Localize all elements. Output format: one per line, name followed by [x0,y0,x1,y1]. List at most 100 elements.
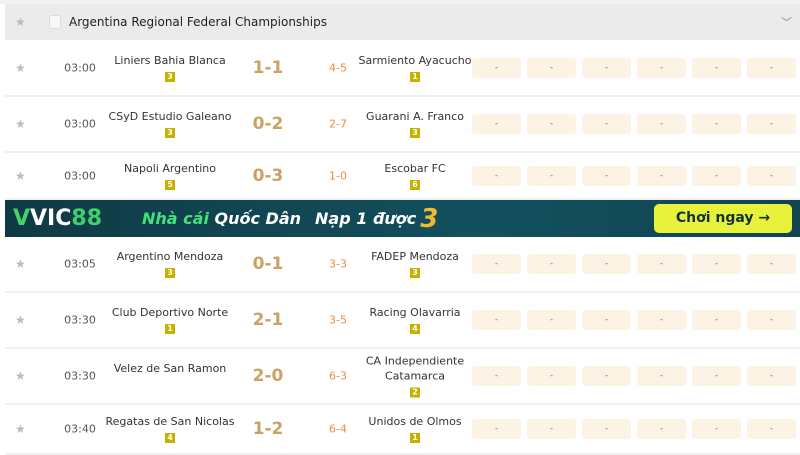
away-team-badge: 3 [410,268,420,278]
odds-cell[interactable]: - [582,366,631,386]
odds-cell[interactable]: - [692,366,741,386]
odds-cell[interactable]: - [472,310,521,330]
away-team[interactable]: Racing Olavarria 4 [350,305,480,335]
match-row[interactable]: ★ 03:05 Argentino Mendoza 3 0-1 3-3 FADEP… [5,237,800,293]
star-icon[interactable]: ★ [15,117,26,131]
home-team-badge: 3 [165,71,175,82]
league-header[interactable]: ★ Argentina Regional Federal Championshi… [5,4,800,40]
home-team[interactable]: Regatas de San Nicolas 4 [105,414,235,444]
odds-cell[interactable]: - [472,114,521,134]
away-team[interactable]: Escobar FC 6 [350,161,480,191]
corner-score: 6-3 [329,369,347,383]
odds-cell[interactable]: - [472,366,521,386]
odds-cell[interactable]: - [637,310,686,330]
odds-cell[interactable]: - [637,419,686,439]
match-row[interactable]: ★ 03:30 Club Deportivo Norte 1 2-1 3-5 Ra… [5,293,800,349]
odds-cell[interactable]: - [637,165,686,186]
match-row[interactable]: ★ 03:30 Velez de San Ramon 2-0 6-3 CA In… [5,349,800,405]
odds-cell[interactable]: - [582,165,631,186]
logo-88: 88 [71,206,103,231]
star-icon[interactable]: ★ [15,369,26,383]
odds-cell[interactable]: - [527,310,576,330]
match-time: 03:00 [64,61,96,74]
odds-cell[interactable]: - [692,165,741,186]
star-icon[interactable]: ★ [15,60,26,75]
odds-cell[interactable]: - [637,114,686,134]
odds-cell[interactable]: - [692,254,741,274]
away-team[interactable]: Unidos de Olmos 1 [350,414,480,444]
home-team[interactable]: Club Deportivo Norte 1 [105,305,235,335]
odds-cell[interactable]: - [637,57,686,78]
match-time: 03:40 [64,422,96,436]
match-row[interactable]: ★ 03:00 Liniers Bahia Blanca 3 1-1 4-5 Sa… [5,40,800,97]
home-team-badge: 4 [165,433,175,443]
star-icon[interactable]: ★ [15,422,26,436]
away-team-name: Escobar FC [384,161,446,175]
home-team[interactable]: CSyD Estudio Galeano 3 [105,109,235,139]
odds-cell[interactable]: - [692,57,741,78]
star-icon[interactable]: ★ [15,257,26,271]
odds-cell[interactable]: - [747,114,796,134]
odds-cell[interactable]: - [527,366,576,386]
match-score[interactable]: 1-1 [252,57,284,78]
odds-cell[interactable]: - [747,165,796,186]
odds-cell[interactable]: - [637,254,686,274]
ad-banner[interactable]: VVIC88 Nhà cái Quốc Dân Nạp 1 được 3 Chơ… [5,200,800,237]
match-row[interactable]: ★ 03:00 CSyD Estudio Galeano 3 0-2 2-7 Gu… [5,97,800,153]
logo-v: V [13,206,31,231]
match-score[interactable]: 0-3 [252,165,284,186]
odds-cell[interactable]: - [692,419,741,439]
odds-cell[interactable]: - [582,57,631,78]
odds-cell[interactable]: - [692,114,741,134]
odds-cell[interactable]: - [747,419,796,439]
odds-cell[interactable]: - [527,57,576,78]
match-score[interactable]: 2-1 [252,310,284,330]
odds-cell[interactable]: - [472,254,521,274]
odds-cell[interactable]: - [472,165,521,186]
away-team[interactable]: Guarani A. Franco 3 [350,109,480,139]
star-icon[interactable]: ★ [15,313,26,327]
odds-cell[interactable]: - [582,114,631,134]
away-team-badge: 4 [410,324,420,334]
home-team-name: CSyD Estudio Galeano [108,110,232,123]
odds-cell[interactable]: - [527,419,576,439]
match-score[interactable]: 0-1 [252,254,284,274]
odds-cell[interactable]: - [747,254,796,274]
odds-cell[interactable]: - [582,419,631,439]
odds-cell[interactable]: - [582,254,631,274]
match-time: 03:05 [64,257,96,271]
home-team[interactable]: Napoli Argentino 5 [105,161,235,191]
home-team[interactable]: Argentino Mendoza 3 [105,249,235,279]
odds-cell[interactable]: - [747,310,796,330]
top-divider [0,0,800,4]
star-icon[interactable]: ★ [15,15,26,29]
match-score[interactable]: 0-2 [252,114,284,134]
home-team-name: Argentino Mendoza [116,250,224,263]
odds-cell[interactable]: - [472,419,521,439]
home-team-badge: 5 [165,179,175,190]
star-icon[interactable]: ★ [15,168,26,183]
odds-cell[interactable]: - [582,310,631,330]
home-team[interactable]: Velez de San Ramon [105,361,235,391]
away-team[interactable]: Sarmiento Ayacucho 1 [350,53,480,83]
match-score[interactable]: 2-0 [252,366,284,386]
chevron-down-icon[interactable]: ﹀ [781,16,792,29]
match-row[interactable]: ★ 03:00 Napoli Argentino 5 0-3 1-0 Escoba… [5,153,800,200]
odds-cell[interactable]: - [747,366,796,386]
away-team-badge: 1 [410,433,420,443]
odds-cell[interactable]: - [527,114,576,134]
odds-cell[interactable]: - [692,310,741,330]
match-score[interactable]: 1-2 [252,419,284,439]
odds-cell[interactable]: - [637,366,686,386]
odds-group: ------ [472,114,796,134]
home-team[interactable]: Liniers Bahia Blanca 3 [105,53,235,83]
match-row[interactable]: ★ 03:40 Regatas de San Nicolas 4 1-2 6-4 … [5,405,800,455]
odds-cell[interactable]: - [527,165,576,186]
odds-cell[interactable]: - [527,254,576,274]
play-now-button[interactable]: Chơi ngay → [654,204,792,233]
odds-cell[interactable]: - [747,57,796,78]
odds-group: ------ [472,57,796,78]
odds-cell[interactable]: - [472,57,521,78]
away-team[interactable]: FADEP Mendoza 3 [350,249,480,279]
away-team[interactable]: CA Independiente Catamarca 2 [350,354,480,399]
